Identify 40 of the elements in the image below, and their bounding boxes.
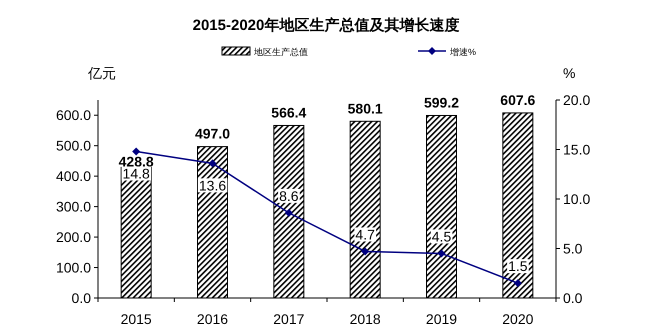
y-tick-label: 600.0: [56, 107, 92, 124]
point: [132, 147, 140, 156]
x-tick-label: 2016: [196, 311, 228, 327]
y2-tick-label: 20.0: [563, 92, 590, 108]
point: [361, 247, 370, 256]
x-tick-label: 2015: [120, 311, 152, 327]
point: [514, 279, 522, 288]
y2-tick-label: 15.0: [563, 142, 590, 158]
data-label: 4.7: [355, 226, 376, 242]
data-label: 8.6: [279, 188, 299, 204]
point: [208, 159, 216, 168]
y-tick-label: 400.0: [56, 168, 92, 184]
y2-tick-label: 10.0: [563, 191, 590, 207]
y2-tick-label: 0.0: [563, 290, 583, 306]
y-tick-label: 500.0: [56, 138, 92, 154]
y-tick-label: 100.0: [56, 260, 92, 276]
point: [438, 249, 446, 258]
data-label: 13.6: [198, 177, 226, 194]
legend-label: 地区生产总值: [253, 47, 308, 57]
x-tick-label: 2017: [273, 311, 305, 327]
x-tick-label: 2019: [426, 311, 458, 327]
legend-label: 增速%: [449, 47, 476, 57]
data-label: 566.4: [271, 104, 307, 120]
x-tick-label: 2020: [502, 311, 534, 327]
y-tick-label: 300.0: [56, 198, 92, 215]
data-label: 4.5: [432, 228, 452, 244]
y2-axis-title: %: [563, 65, 576, 81]
y-tick-label: 200.0: [56, 229, 92, 246]
data-label: 1.5: [508, 258, 528, 274]
y-tick-label: 0.0: [72, 290, 92, 306]
y-axis-title: 亿元: [87, 65, 116, 81]
x-tick-label: 2018: [350, 311, 381, 327]
data-label: 14.8: [122, 165, 150, 182]
data-label: 599.2: [424, 94, 460, 110]
data-label: 580.1: [348, 100, 383, 116]
y2-tick-label: 5.0: [563, 240, 583, 256]
data-label: 607.6: [500, 92, 536, 108]
point: [284, 208, 293, 217]
data-label: 497.0: [194, 126, 230, 142]
chart-title: 2015-2020年地区生产总值及其增长速度: [192, 16, 460, 34]
